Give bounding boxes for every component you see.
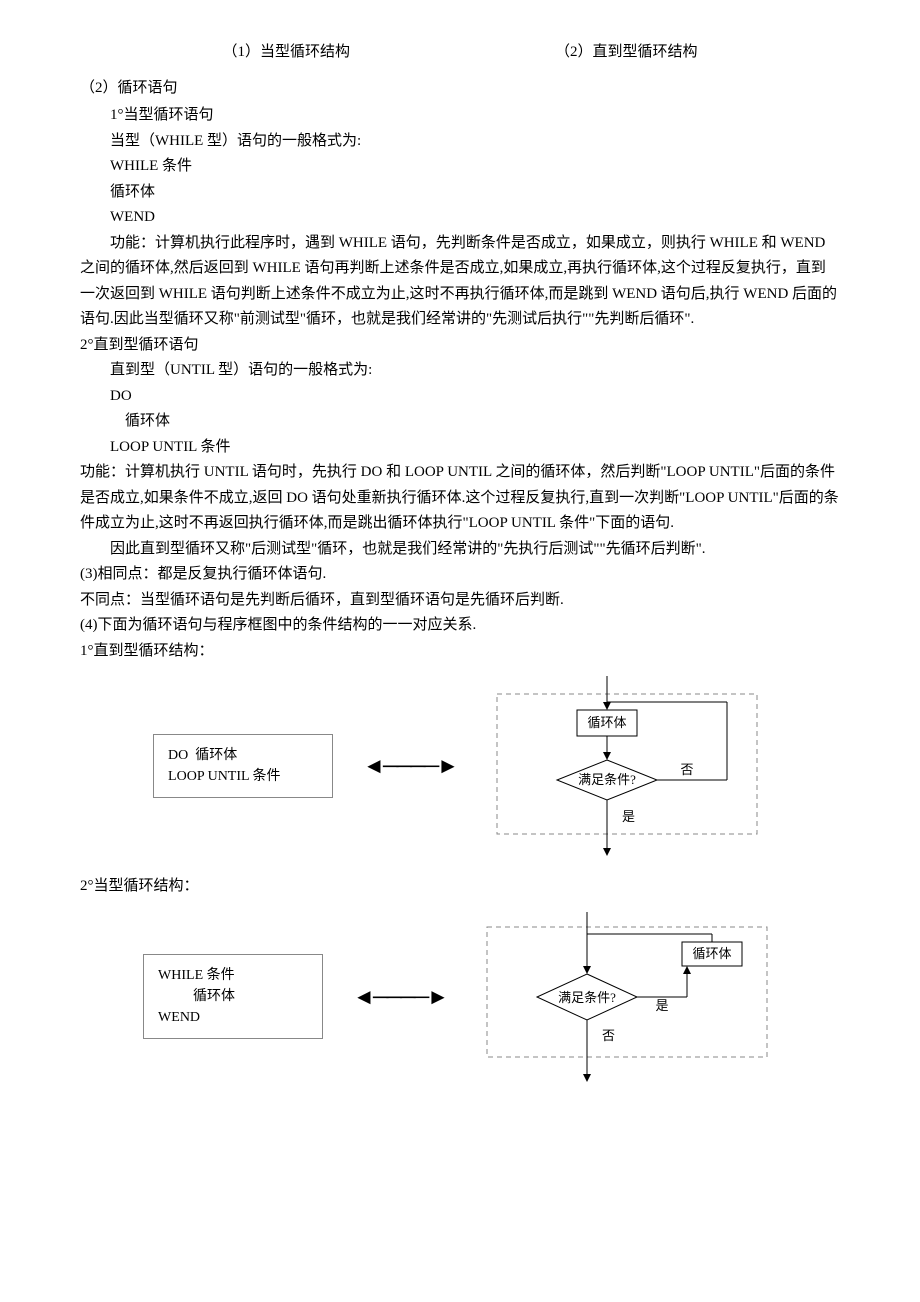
while-line-1: 1°当型循环语句 <box>110 103 840 129</box>
fig1-no-label: 否 <box>680 762 693 777</box>
fig1-code-l2: 循环体 <box>195 748 237 763</box>
figure-2-flowchart: 满足条件? 是 循环体 否 <box>477 912 777 1082</box>
while-statement-block: 1°当型循环语句 当型（WHILE 型）语句的一般格式为: WHILE 条件 循… <box>80 103 840 231</box>
fig1-yes-label: 是 <box>622 809 635 824</box>
figure-1-title: 1°直到型循环结构： <box>80 639 840 665</box>
figure-1-row: DO 循环体 LOOP UNTIL 条件 ◄────► 循环体 满足条件? 否 … <box>80 676 840 856</box>
point-3-line-2: 不同点：当型循环语句是先判断后循环，直到型循环语句是先循环后判断. <box>80 588 840 614</box>
until-title: 2°直到型循环语句 <box>80 333 840 359</box>
figure-1-code-box: DO 循环体 LOOP UNTIL 条件 <box>153 734 333 798</box>
until-description-1: 功能：计算机执行 UNTIL 语句时，先执行 DO 和 LOOP UNTIL 之… <box>80 460 840 537</box>
bidirectional-arrow-icon: ◄────► <box>363 747 457 784</box>
fig2-code-l2: 循环体 <box>158 986 308 1007</box>
fig1-code-l3: LOOP UNTIL 条件 <box>168 766 318 787</box>
fig2-yes-label: 是 <box>655 998 668 1013</box>
figure-2-title: 2°当型循环结构： <box>80 874 840 900</box>
fig2-no-label: 否 <box>602 1028 615 1043</box>
while-line-2: 当型（WHILE 型）语句的一般格式为: <box>110 129 840 155</box>
while-line-4: 循环体 <box>110 180 840 206</box>
figure-2-code-box: WHILE 条件 循环体 WEND <box>143 954 323 1039</box>
while-description: 功能：计算机执行此程序时，遇到 WHILE 语句，先判断条件是否成立，如果成立，… <box>80 231 840 333</box>
bidirectional-arrow-icon-2: ◄────► <box>353 978 447 1015</box>
until-line-2: DO <box>110 384 840 410</box>
until-statement-block: 直到型（UNTIL 型）语句的一般格式为: DO 循环体 LOOP UNTIL … <box>80 358 840 460</box>
fig2-cond-label: 满足条件? <box>558 990 616 1005</box>
label-until-structure: （2）直到型循环结构 <box>555 40 698 66</box>
until-line-1: 直到型（UNTIL 型）语句的一般格式为: <box>110 358 840 384</box>
while-line-5: WEND <box>110 205 840 231</box>
while-line-3: WHILE 条件 <box>110 154 840 180</box>
point-3-line-1: (3)相同点：都是反复执行循环体语句. <box>80 562 840 588</box>
fig2-body-label: 循环体 <box>692 946 731 961</box>
until-description-2: 因此直到型循环又称"后测试型"循环，也就是我们经常讲的"先执行后测试""先循环后… <box>80 537 840 563</box>
until-line-4: LOOP UNTIL 条件 <box>110 435 840 461</box>
fig1-body-label: 循环体 <box>587 715 626 730</box>
figure-1-flowchart: 循环体 满足条件? 否 是 <box>487 676 767 856</box>
point-4: (4)下面为循环语句与程序框图中的条件结构的一一对应关系. <box>80 613 840 639</box>
fig1-cond-label: 满足条件? <box>578 772 636 787</box>
label-while-structure: （1）当型循环结构 <box>222 40 350 66</box>
structure-type-labels: （1）当型循环结构 （2）直到型循环结构 <box>80 40 840 66</box>
section-2-title: （2）循环语句 <box>80 76 840 102</box>
figure-2-row: WHILE 条件 循环体 WEND ◄────► 满足条件? 是 循环体 否 <box>80 912 840 1082</box>
fig2-code-l3: WEND <box>158 1007 308 1028</box>
fig2-code-l1: WHILE 条件 <box>158 965 308 986</box>
until-line-3: 循环体 <box>110 409 840 435</box>
fig1-code-l1: DO <box>168 748 188 763</box>
